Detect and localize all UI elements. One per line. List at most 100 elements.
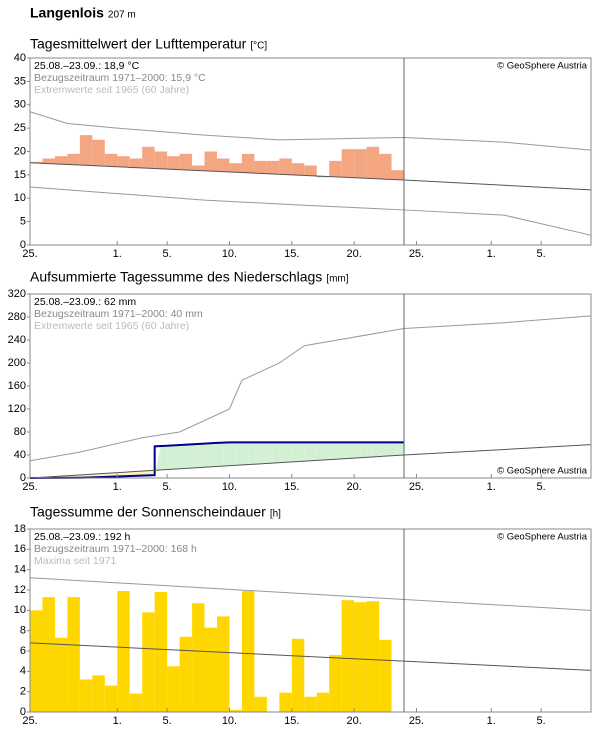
bar <box>279 158 292 175</box>
difference-area <box>192 444 199 469</box>
difference-area <box>329 442 336 460</box>
bar <box>54 637 68 712</box>
bar <box>129 158 143 168</box>
difference-area <box>167 445 174 470</box>
bar <box>30 610 43 712</box>
annotation: Bezugszeitraum 1971–2000: 15,9 °C <box>34 72 206 84</box>
y-tick-label: 14 <box>14 564 26 576</box>
bar <box>304 696 317 712</box>
y-tick-label: 4 <box>20 665 26 677</box>
bar <box>92 139 105 166</box>
x-tick-label: 5. <box>537 248 546 260</box>
difference-area <box>372 442 380 457</box>
bar <box>316 692 330 712</box>
difference-area <box>210 442 217 467</box>
bar <box>217 616 230 712</box>
plot-frame <box>29 528 592 713</box>
annotation: Bezugszeitraum 1971–2000: 40 mm <box>34 308 203 320</box>
chart-title: Aufsummierte Tagessumme des Niederschlag… <box>30 269 322 285</box>
difference-area <box>304 442 311 462</box>
x-tick-label: 5. <box>537 481 546 493</box>
line <box>29 315 592 462</box>
difference-area <box>354 442 361 459</box>
bar <box>391 170 404 180</box>
y-tick-label: 6 <box>20 645 26 657</box>
bar <box>329 160 342 177</box>
bar <box>179 636 193 712</box>
bar <box>67 153 80 165</box>
bar <box>30 161 43 164</box>
chart-title: Tagessumme der Sonnenscheindauer <box>30 504 266 520</box>
difference-area <box>285 442 292 463</box>
difference-area <box>148 470 155 476</box>
y-tick-label: 200 <box>8 357 26 369</box>
x-tick-label: 15. <box>284 248 299 260</box>
y-tick-label: 240 <box>8 334 26 346</box>
bar <box>341 149 355 178</box>
difference-area <box>198 443 205 468</box>
bar <box>304 165 317 176</box>
bar <box>142 612 155 712</box>
bar <box>79 135 93 166</box>
y-tick-label: 0 <box>20 472 26 484</box>
y-tick-label: 25 <box>14 122 26 134</box>
line <box>29 577 592 611</box>
bar <box>379 153 392 180</box>
x-tick-label: 20. <box>346 248 361 260</box>
x-tick-label: 25. <box>409 481 424 493</box>
difference-area <box>185 444 193 469</box>
y-tick-label: 0 <box>20 239 26 251</box>
annotation: Extremwerte seit 1965 (60 Jahre) <box>34 84 189 96</box>
difference-area <box>254 442 261 465</box>
bar <box>154 151 168 169</box>
y-tick-label: 0 <box>20 706 26 718</box>
bar <box>366 601 380 712</box>
difference-area <box>204 443 211 468</box>
y-tick-label: 120 <box>8 403 26 415</box>
bar <box>79 679 93 712</box>
difference-area <box>217 442 224 467</box>
difference-area <box>291 442 299 462</box>
station-name: Langenlois <box>30 5 104 21</box>
difference-area <box>273 442 280 464</box>
copyright: © GeoSphere Austria <box>497 466 588 477</box>
difference-area <box>142 470 149 476</box>
y-tick-label: 80 <box>14 426 26 438</box>
bar <box>192 165 205 171</box>
difference-area <box>366 442 373 458</box>
bar <box>266 160 280 174</box>
y-tick-label: 40 <box>14 449 26 461</box>
x-tick-label: 1. <box>113 481 122 493</box>
difference-area <box>173 445 180 470</box>
x-tick-label: 20. <box>346 715 361 727</box>
y-tick-label: 10 <box>14 192 26 204</box>
difference-area <box>397 442 404 456</box>
bar <box>241 153 255 173</box>
bar <box>154 592 168 712</box>
difference-area <box>266 442 274 464</box>
x-tick-label: 15. <box>284 481 299 493</box>
station-elevation: 207 m <box>108 10 136 21</box>
chart-unit: [mm] <box>326 274 348 285</box>
bar <box>42 597 55 712</box>
bar <box>92 675 105 712</box>
x-tick-label: 1. <box>487 715 496 727</box>
difference-area <box>179 444 186 469</box>
difference-area <box>335 442 342 460</box>
chart-title: Tagesmittelwert der Lufttemperatur <box>30 36 247 52</box>
y-tick-label: 280 <box>8 311 26 323</box>
line <box>29 186 592 236</box>
y-tick-label: 16 <box>14 543 26 555</box>
annotation: 25.08.–23.09.: 18,9 °C <box>34 60 140 72</box>
line <box>29 642 592 671</box>
bar <box>42 158 55 164</box>
y-tick-label: 20 <box>14 145 26 157</box>
bar <box>104 685 118 712</box>
y-tick-label: 5 <box>20 216 26 228</box>
bar <box>366 146 380 179</box>
difference-area <box>135 471 143 476</box>
y-tick-label: 30 <box>14 99 26 111</box>
difference-area <box>279 442 286 463</box>
x-tick-label: 10. <box>222 481 237 493</box>
difference-area <box>229 442 236 466</box>
